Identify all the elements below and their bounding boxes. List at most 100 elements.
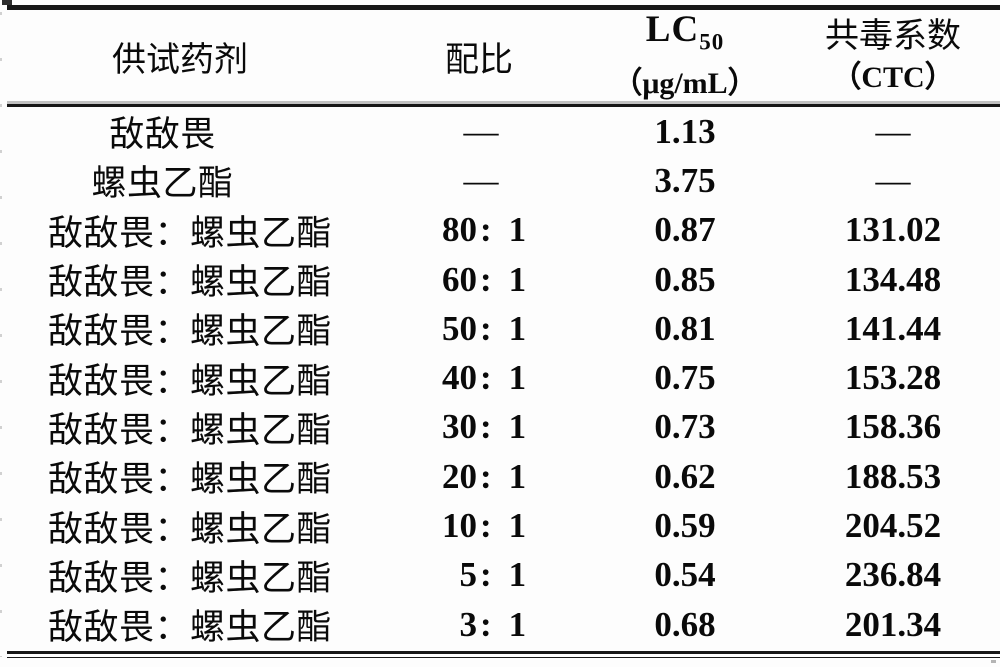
ratio-denominator: 1: [508, 506, 527, 546]
cell-lc50: 0.68: [654, 604, 716, 644]
header-lc50-subscript: 50: [699, 29, 725, 55]
ratio-numerator: 40: [442, 358, 477, 398]
table-row: 敌敌畏：螺虫乙酯 60:1 0.85 134.48: [0, 255, 1000, 304]
header-ctc-abbrev: （CTC）: [831, 60, 955, 94]
table-row: 敌敌畏 — 1.13 —: [0, 107, 1000, 156]
cell-lc50: 1.13: [654, 111, 716, 151]
ratio-denominator: 1: [508, 456, 527, 496]
header-ratio: 配比: [445, 42, 513, 79]
cell-ratio: 40:1: [380, 353, 570, 402]
ratio-colon: :: [480, 308, 492, 348]
cell-agent: 敌敌畏：螺虫乙酯: [47, 213, 332, 253]
ratio-denominator: 1: [508, 210, 527, 250]
header-agent: 供试药剂: [112, 42, 248, 79]
table-row: 敌敌畏：螺虫乙酯 10:1 0.59 204.52: [0, 501, 1000, 550]
cell-agent: 敌敌畏：螺虫乙酯: [47, 410, 332, 450]
scan-speck: [991, 660, 996, 663]
cell-lc50: 0.75: [654, 358, 716, 398]
ratio-numerator: 5: [459, 555, 478, 595]
cell-lc50: 0.73: [654, 407, 716, 447]
cell-ctc: 201.34: [844, 604, 942, 644]
ratio-dash: —: [463, 160, 499, 200]
ratio-denominator: 1: [508, 358, 527, 398]
cell-ratio: 5:1: [380, 551, 570, 600]
ratio-colon: :: [480, 604, 492, 644]
cell-ctc: 131.02: [844, 210, 942, 250]
table-row: 敌敌畏：螺虫乙酯 5:1 0.54 236.84: [0, 551, 1000, 600]
cell-lc50: 3.75: [654, 160, 716, 200]
cell-ctc: —: [875, 160, 911, 200]
ratio-numerator: 3: [459, 604, 478, 644]
cell-lc50: 0.87: [654, 210, 716, 250]
cell-ctc: —: [875, 111, 911, 151]
table-row: 螺虫乙酯 — 3.75 —: [0, 156, 1000, 205]
header-lc50-symbol: LC50: [646, 9, 724, 62]
table-body: 敌敌畏 — 1.13 — 螺虫乙酯 — 3.75 — 敌敌畏：螺虫乙酯 80:1…: [0, 107, 1000, 649]
cell-ratio: 60:1: [380, 255, 570, 304]
cell-lc50: 0.62: [654, 456, 716, 496]
table-bottom-border-thin: [7, 656, 1000, 659]
header-ctc-name: 共毒系数: [825, 17, 961, 55]
table-bottom-border-thick: [7, 651, 1000, 654]
ratio-denominator: 1: [508, 407, 527, 447]
table-top-border: [7, 5, 1000, 10]
ratio-numerator: 50: [442, 308, 477, 348]
cell-ratio: 50:1: [380, 304, 570, 353]
cell-lc50: 0.54: [654, 555, 716, 595]
cell-agent: 螺虫乙酯: [91, 164, 234, 204]
cell-agent: 敌敌畏: [109, 115, 216, 155]
cell-agent: 敌敌畏：螺虫乙酯: [47, 608, 332, 648]
table-row: 敌敌畏：螺虫乙酯 80:1 0.87 131.02: [0, 206, 1000, 255]
cell-ratio: 80:1: [380, 206, 570, 255]
ratio-numerator: 20: [442, 456, 477, 496]
cell-lc50: 0.59: [654, 506, 716, 546]
ratio-numerator: 10: [442, 506, 477, 546]
scan-edge-noise: [0, 12, 2, 657]
header-lc50: LC50 （μg/mL）: [570, 9, 800, 104]
cell-ctc: 153.28: [844, 358, 942, 398]
ratio-colon: :: [480, 358, 492, 398]
ratio-colon: :: [480, 555, 492, 595]
ratio-numerator: 30: [442, 407, 477, 447]
ratio-colon: :: [480, 506, 492, 546]
cell-ctc: 134.48: [844, 259, 942, 299]
cell-ctc: 188.53: [844, 456, 942, 496]
cell-ctc: 204.52: [844, 506, 942, 546]
ratio-denominator: 1: [508, 308, 527, 348]
table-row: 敌敌畏：螺虫乙酯 20:1 0.62 188.53: [0, 452, 1000, 501]
table-header-row: 供试药剂 配比 LC50 （μg/mL） 共毒系数 （CTC）: [0, 9, 1000, 104]
table-row: 敌敌畏：螺虫乙酯 40:1 0.75 153.28: [0, 353, 1000, 402]
table-row: 敌敌畏：螺虫乙酯 30:1 0.73 158.36: [0, 403, 1000, 452]
cell-ctc: 141.44: [844, 308, 942, 348]
ratio-numerator: 80: [442, 210, 477, 250]
cell-ratio: 3:1: [380, 600, 570, 649]
table-row: 敌敌畏：螺虫乙酯 3:1 0.68 201.34: [0, 600, 1000, 649]
cell-ratio: 20:1: [380, 452, 570, 501]
header-lc50-unit: （μg/mL）: [612, 66, 758, 100]
ratio-denominator: 1: [508, 555, 527, 595]
table-row: 敌敌畏：螺虫乙酯 50:1 0.81 141.44: [0, 304, 1000, 353]
ratio-dash: —: [463, 111, 499, 151]
ratio-numerator: 60: [442, 259, 477, 299]
header-separator-line: [7, 104, 1000, 107]
scan-artifact-mark: [2, 0, 12, 5]
cell-ctc: 236.84: [844, 555, 942, 595]
header-ctc: 共毒系数 （CTC）: [800, 9, 1000, 104]
ratio-colon: :: [480, 210, 492, 250]
cell-ratio: —: [380, 107, 570, 156]
ratio-colon: :: [480, 407, 492, 447]
ratio-denominator: 1: [508, 604, 527, 644]
cell-agent: 敌敌畏：螺虫乙酯: [47, 361, 332, 401]
cell-lc50: 0.85: [654, 259, 716, 299]
cell-agent: 敌敌畏：螺虫乙酯: [47, 460, 332, 500]
cell-ratio: 10:1: [380, 501, 570, 550]
cell-ratio: 30:1: [380, 403, 570, 452]
ratio-colon: :: [480, 456, 492, 496]
cell-ratio: —: [380, 156, 570, 205]
header-lc50-letters: LC: [645, 9, 700, 51]
cell-ctc: 158.36: [844, 407, 942, 447]
ratio-denominator: 1: [508, 259, 527, 299]
ratio-colon: :: [480, 259, 492, 299]
cell-agent: 敌敌畏：螺虫乙酯: [47, 509, 332, 549]
